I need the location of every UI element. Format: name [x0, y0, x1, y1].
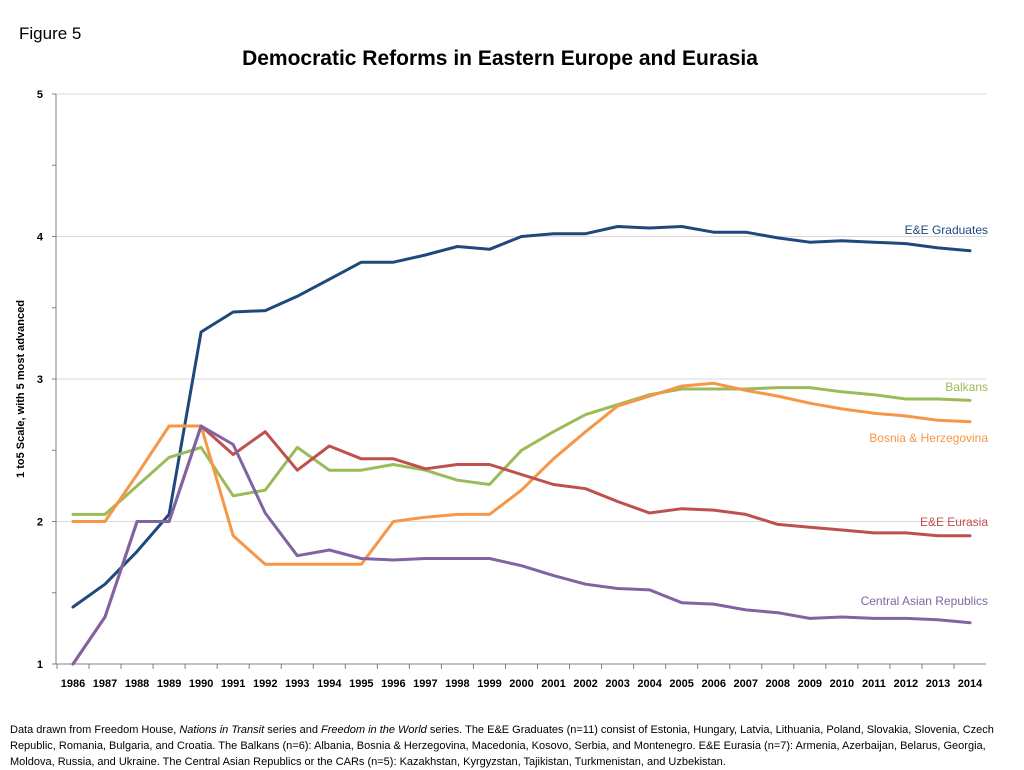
- chart-title: Democratic Reforms in Eastern Europe and…: [242, 47, 758, 70]
- y-tick-label: 1: [37, 659, 43, 671]
- x-tick-label: 1997: [413, 678, 437, 690]
- x-tick-label: 2009: [798, 678, 822, 690]
- x-tick-label: 2007: [734, 678, 758, 690]
- x-tick-label: 2012: [894, 678, 918, 690]
- y-tick-label: 4: [37, 232, 44, 244]
- y-tick-label: 5: [37, 89, 43, 101]
- footnote: Data drawn from Freedom House, Nations i…: [10, 722, 1014, 770]
- x-tick-label: 1989: [157, 678, 181, 690]
- x-tick-label: 2011: [862, 678, 886, 690]
- x-tick-label: 1998: [445, 678, 469, 690]
- x-tick-label: 2004: [637, 678, 662, 690]
- x-tick-label: 1987: [93, 678, 117, 690]
- x-tick-label: 2013: [926, 678, 950, 690]
- series-line-e-e-eurasia: [71, 424, 972, 666]
- y-axis-label: 1 to5 Scale, with 5 most advanced: [15, 300, 27, 478]
- x-tick-label: 2000: [509, 678, 533, 690]
- x-tick-label: 2006: [701, 678, 725, 690]
- line-chart: 1 2 3 4 5 1986 1987 1988 1989 1990 1991 1992 1993 199…: [15, 89, 988, 690]
- footnote-text-1: Data drawn from Freedom House,: [10, 724, 180, 736]
- x-tick-label: 1996: [381, 678, 405, 690]
- x-tick-label: 1992: [253, 678, 277, 690]
- series-label-e-e-eurasia: E&E Eurasia: [920, 515, 988, 529]
- y-tick-label: 3: [37, 374, 43, 386]
- footnote-source-nations-in-transit: Nations in Transit: [179, 724, 265, 736]
- x-tick-label: 1993: [285, 678, 309, 690]
- x-tick-label: 1991: [221, 678, 245, 690]
- series-label-central-asian-republics: Central Asian Republics: [861, 594, 988, 608]
- x-tick-label: 2010: [830, 678, 854, 690]
- x-tick-label: 2003: [605, 678, 629, 690]
- x-tick-label: 1990: [189, 678, 213, 690]
- y-tick-label: 2: [37, 517, 43, 529]
- series-label-bosnia-herzegovina: Bosnia & Herzegovina: [869, 431, 988, 445]
- x-tick-label: 2008: [766, 678, 790, 690]
- x-tick-label: 2001: [541, 678, 565, 690]
- x-tick-label: 2002: [573, 678, 597, 690]
- x-tick-label: 2005: [669, 678, 693, 690]
- series-label-e-e-graduates: E&E Graduates: [905, 223, 988, 237]
- series-line-balkans: [71, 386, 972, 516]
- series-line-bosnia-herzegovina: [71, 381, 972, 566]
- x-tick-label: 1995: [349, 678, 373, 690]
- x-tick-label: 1986: [61, 678, 85, 690]
- series-line-e-e-graduates: [71, 225, 972, 609]
- x-tick-label: 1988: [125, 678, 149, 690]
- x-tick-label: 1999: [477, 678, 501, 690]
- footnote-text-3: series. The E&E Graduates (n=11) consist…: [10, 724, 994, 768]
- figure-label: Figure 5: [19, 24, 82, 43]
- footnote-text-2: series and: [264, 724, 322, 736]
- series-line-central-asian-republics: [71, 424, 972, 666]
- footnote-source-freedom-in-the-world: Freedom in the World: [321, 724, 427, 736]
- x-tick-label: 1994: [317, 678, 342, 690]
- series-label-balkans: Balkans: [945, 380, 988, 394]
- x-tick-label: 2014: [958, 678, 983, 690]
